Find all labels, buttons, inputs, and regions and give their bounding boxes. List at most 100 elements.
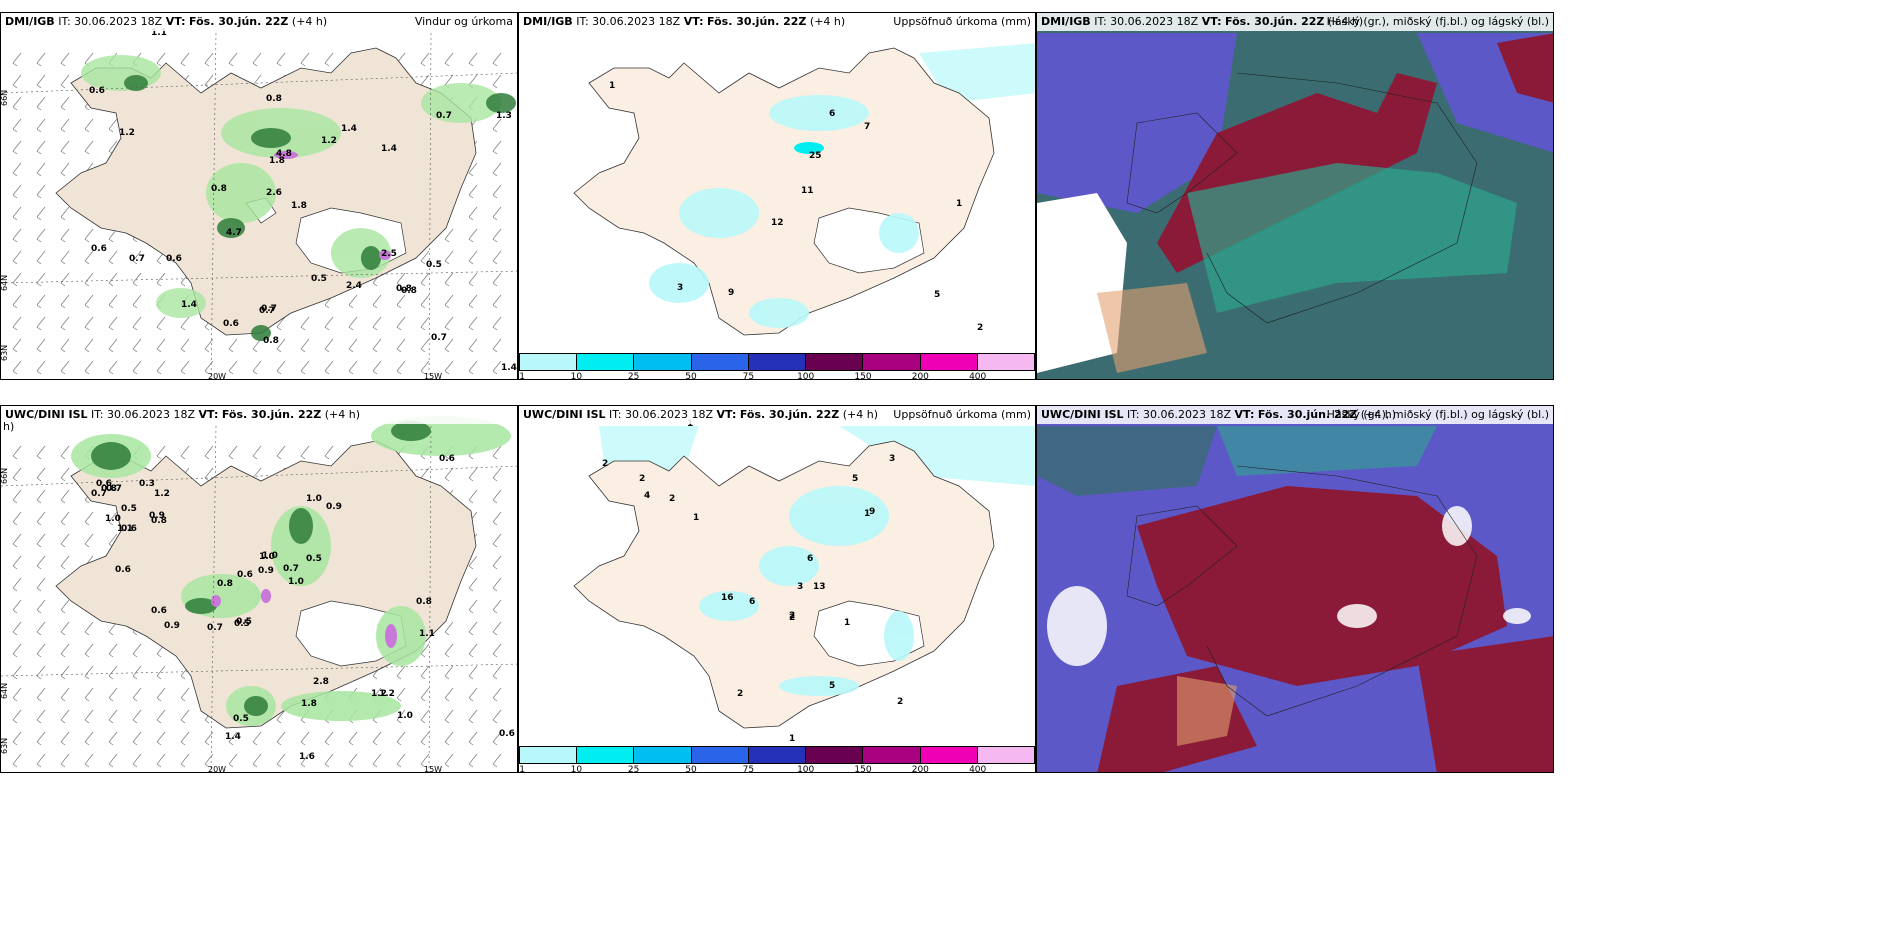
value-label: 1: [609, 81, 615, 91]
lat-label: 64N: [1, 275, 9, 291]
panel-header: DMI/IGB IT: 30.06.2023 18Z VT: Fös. 30.j…: [1037, 13, 1553, 31]
value-label: 6: [807, 554, 813, 564]
colorbar-cell: [634, 747, 692, 763]
value-label: 1: [789, 734, 795, 744]
value-label: 0.5: [311, 274, 327, 284]
colorbar-tick-label: 75: [742, 765, 755, 773]
value-label: 1: [693, 513, 699, 523]
lon-label: 15W: [424, 765, 442, 773]
value-label: 3: [797, 582, 803, 592]
init-time: 30.06.2023 18Z: [625, 408, 714, 421]
value-label: 1: [956, 199, 962, 209]
colorbar-tick-label: 50: [685, 765, 697, 773]
value-label: 1.4: [341, 124, 357, 134]
value-label: 2.5: [381, 249, 397, 259]
value-label: 0.6: [223, 319, 239, 329]
value-label: 1.4: [225, 732, 241, 742]
init-time: 30.06.2023 18Z: [592, 15, 681, 28]
value-label: 0.5: [306, 554, 322, 564]
value-label: 25: [809, 151, 822, 161]
value-label: 2.8: [313, 677, 329, 687]
colorbar-cells: [519, 353, 1035, 371]
panel-accum-precip-dmi: DMI/IGB IT: 30.06.2023 18Z VT: Fös. 30.j…: [518, 12, 1036, 380]
lat-label: 66N: [1, 468, 9, 484]
value-label: 1.0: [288, 577, 304, 587]
colorbar-tick-label: 200: [911, 765, 929, 773]
value-label: 1.4: [181, 300, 197, 310]
lat-label: 63N: [1, 345, 9, 361]
colorbar-cell: [806, 354, 864, 370]
value-label: 2.6: [266, 188, 282, 198]
value-label: 0.8: [217, 579, 233, 589]
value-label: 0.5: [234, 619, 250, 629]
lat-label: 64N: [1, 683, 9, 699]
value-label: 1.0: [105, 514, 121, 524]
value-label: 1.0: [259, 552, 275, 562]
value-label: 1.1: [117, 524, 133, 534]
value-label: 0.5: [426, 260, 442, 270]
value-label: 1.4: [501, 363, 517, 373]
colorbar-tick-label: 25: [627, 765, 640, 773]
model-name: DMI/IGB: [523, 15, 573, 28]
it-label: IT:: [576, 15, 589, 28]
colorbar: 1 10 25 50 75 100 150 200 400: [519, 353, 1035, 380]
colorbar-tick-label: 25: [627, 372, 640, 380]
colorbar-cell: [863, 354, 921, 370]
colorbar-tick-label: 50: [685, 372, 697, 380]
value-label: 0.8: [401, 286, 417, 296]
value-label: 1.0: [397, 711, 413, 721]
panel-title: h): [3, 420, 15, 433]
value-label: 0.7: [259, 306, 275, 316]
valid-time: Fös. 30.jún. 22Z: [189, 15, 289, 28]
vt-label: VT:: [716, 408, 737, 421]
colorbar-tick-label: 75: [742, 372, 755, 380]
value-label: 2: [789, 611, 795, 621]
value-label: 4.8: [276, 149, 292, 159]
value-label: 0.7: [283, 564, 299, 574]
panel-header: DMI/IGB IT: 30.06.2023 18Z VT: Fös. 30.j…: [519, 13, 1035, 31]
value-label: 1.8: [291, 201, 307, 211]
value-label: 6: [749, 597, 755, 607]
colorbar-tick-label: 100: [797, 372, 815, 380]
value-label: 0.7: [129, 254, 145, 264]
it-label: IT:: [1127, 408, 1140, 421]
panel-title: Vindur og úrkoma: [414, 15, 513, 28]
colorbar-tick-label: 150: [854, 372, 872, 380]
it-label: IT:: [91, 408, 104, 421]
colorbar: 1 10 25 50 75 100 150 200 400: [519, 746, 1035, 773]
panel-header: DMI/IGB IT: 30.06.2023 18Z VT: Fös. 30.j…: [1, 13, 517, 31]
colorbar-tick-label: 100: [797, 765, 815, 773]
value-label: 1.4: [381, 144, 397, 154]
value-label: 0.8: [416, 597, 432, 607]
value-label: 1.0: [262, 551, 278, 561]
colorbar-cell: [806, 747, 864, 763]
colorbar-cells: [519, 746, 1035, 764]
value-label: 0.6: [166, 254, 182, 264]
value-label: 0.7: [207, 623, 223, 633]
value-label: 2: [669, 494, 675, 504]
value-label: 2: [639, 474, 645, 484]
value-label: 1: [864, 509, 870, 519]
vt-label: VT:: [198, 408, 219, 421]
wind-precip-map: 66N 64N 63N 20W 15W 0.70.80.50.61.00.70.…: [1, 406, 517, 773]
value-label: 0.8: [211, 184, 227, 194]
value-label: 1.8: [301, 699, 317, 709]
value-label: 1.2: [379, 689, 395, 699]
value-label: 0.8: [151, 516, 167, 526]
colorbar-cell: [863, 747, 921, 763]
panel-wind-precip-dmi: DMI/IGB IT: 30.06.2023 18Z VT: Fös. 30.j…: [0, 12, 518, 380]
value-label: 11: [801, 186, 814, 196]
model-name: DMI/IGB: [1041, 15, 1091, 28]
value-label: 3: [677, 283, 683, 293]
lead-time: (+4 h): [291, 15, 328, 28]
panel-accum-precip-uwc: UWC/DINI ISL IT: 30.06.2023 18Z VT: Fös.…: [518, 405, 1036, 773]
value-label: 1.1: [419, 629, 435, 639]
valid-time: Fös. 30.jún. 22Z: [1225, 15, 1325, 28]
value-label: 0.7: [436, 111, 452, 121]
colorbar-ticks: 1 10 25 50 75 100 150 200 400: [519, 765, 1035, 773]
value-label: 1.0: [306, 494, 322, 504]
colorbar-tick-label: 1: [519, 765, 525, 773]
cloud-cover-map: [1037, 13, 1553, 379]
